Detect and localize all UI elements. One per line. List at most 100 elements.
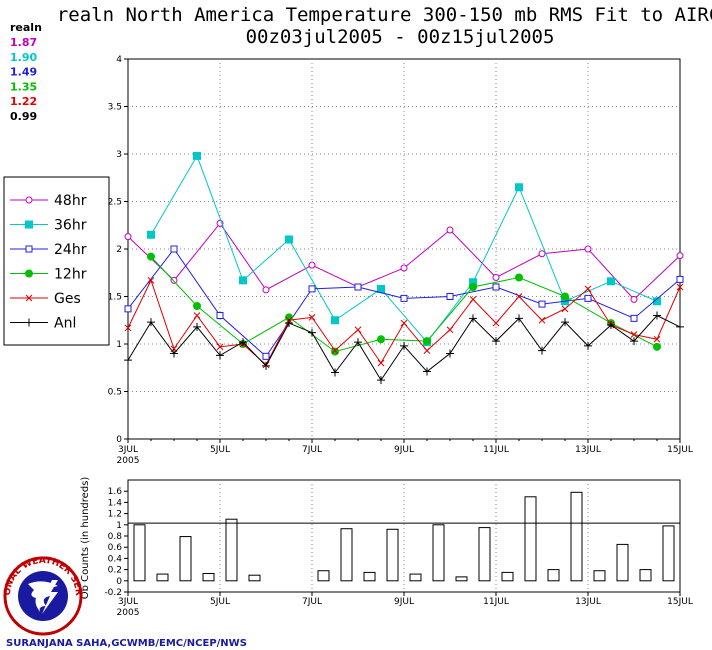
count-bar xyxy=(225,518,238,582)
bar-y-tick-label: 0.4 xyxy=(108,554,123,564)
bar-y-tick-label: -0.2 xyxy=(104,588,122,598)
point-36hr xyxy=(377,284,385,293)
point-ges xyxy=(584,285,592,293)
point-anl xyxy=(469,314,477,323)
point-ges xyxy=(676,283,684,291)
point-48hr xyxy=(584,245,592,253)
bar-y-tick-label: 1 xyxy=(116,521,122,531)
bar-y-tick-label: 0.6 xyxy=(108,543,123,553)
legend: 48hr 36hr 24hr 12hr Ges Anl xyxy=(3,176,110,346)
legend-label-48hr: 48hr xyxy=(54,193,87,209)
bar-y-tick-label: 0.2 xyxy=(108,566,122,576)
point-anl xyxy=(492,337,500,346)
count-bar xyxy=(340,528,353,582)
bar-x-tick-label: 9JUL xyxy=(394,597,414,607)
legend-marker-48hr xyxy=(25,196,33,204)
y-tick-label: 3 xyxy=(116,150,122,160)
count-bar xyxy=(570,491,583,582)
stat-anl: 0.99 xyxy=(10,110,37,123)
point-ges xyxy=(400,319,408,327)
point-24hr xyxy=(170,245,178,253)
point-anl xyxy=(653,311,661,320)
point-ges xyxy=(216,343,224,351)
bar-x-tick-label: 7JUL xyxy=(302,597,322,607)
point-48hr xyxy=(446,226,454,234)
point-48hr xyxy=(492,274,500,281)
count-bar xyxy=(593,570,606,582)
point-36hr xyxy=(239,276,247,285)
bar-x-tick-label: 3JUL xyxy=(118,597,138,607)
point-12hr xyxy=(423,337,431,346)
point-24hr xyxy=(308,285,316,293)
point-ges xyxy=(492,319,500,327)
count-bar xyxy=(363,571,376,582)
point-anl xyxy=(147,318,155,327)
point-48hr xyxy=(262,286,270,294)
count-bar xyxy=(616,543,629,582)
point-36hr xyxy=(515,183,523,192)
point-48hr xyxy=(538,250,546,258)
point-ges xyxy=(331,347,339,355)
count-bar xyxy=(386,528,399,582)
chart-title: realn North America Temperature 300-150 … xyxy=(57,4,712,26)
point-48hr xyxy=(308,261,316,269)
x-tick-label: 13JUL xyxy=(575,445,601,455)
bar-y-tick-label: 0.8 xyxy=(108,532,123,542)
point-anl xyxy=(170,349,178,358)
y-tick-label: 2.5 xyxy=(108,198,122,208)
count-bar xyxy=(524,496,537,582)
legend-label-36hr: 36hr xyxy=(54,218,87,234)
point-ges xyxy=(377,359,385,367)
series-12hr xyxy=(147,252,661,356)
y-tick-label: 1 xyxy=(116,340,122,350)
point-anl xyxy=(262,361,270,370)
count-bar xyxy=(639,569,652,582)
point-24hr xyxy=(400,294,408,302)
point-ges xyxy=(653,335,661,343)
point-anl xyxy=(584,341,592,350)
count-bar xyxy=(547,569,560,582)
point-anl xyxy=(331,368,339,377)
x-tick-label: 5JUL xyxy=(210,445,230,455)
point-ges xyxy=(423,347,431,355)
legend-label-12hr: 12hr xyxy=(54,267,87,283)
bar-y-tick-label: 1.2 xyxy=(108,510,122,520)
legend-label-24hr: 24hr xyxy=(54,242,87,258)
point-ges xyxy=(515,293,523,300)
legend-marker-12hr xyxy=(25,269,33,278)
legend-marker-36hr xyxy=(25,220,33,229)
point-12hr xyxy=(561,292,569,301)
series-36hr xyxy=(147,151,661,347)
point-anl xyxy=(423,367,431,376)
count-bar xyxy=(662,525,675,582)
point-anl xyxy=(446,349,454,358)
y-tick-label: 1.5 xyxy=(108,293,122,303)
point-24hr xyxy=(676,275,684,283)
point-36hr xyxy=(285,235,293,244)
point-48hr xyxy=(630,295,638,303)
bar-x-tick-label: 11JUL xyxy=(483,597,509,607)
bar-y-tick-label: 1.4 xyxy=(108,498,123,508)
point-12hr xyxy=(377,335,385,344)
stat-36hr: 1.90 xyxy=(10,51,37,64)
y-tick-label: 0.5 xyxy=(108,388,122,398)
point-ges xyxy=(308,314,316,321)
point-ges xyxy=(538,316,546,324)
bar-y-tick-label: 0 xyxy=(116,577,122,587)
point-ges xyxy=(469,295,477,303)
bar-x-tick-label: 5JUL xyxy=(210,597,230,607)
point-12hr xyxy=(147,252,155,261)
series-ges xyxy=(124,276,684,369)
count-bar xyxy=(432,524,445,582)
stats-header: realn xyxy=(10,21,42,34)
point-anl xyxy=(538,346,546,355)
x-tick-label: 15JUL xyxy=(667,445,693,455)
legend-marker-ges xyxy=(25,294,33,302)
point-anl xyxy=(285,319,293,328)
point-24hr xyxy=(538,300,546,308)
x-tick-year: 2005 xyxy=(117,456,140,466)
point-12hr xyxy=(331,347,339,356)
point-12hr xyxy=(193,302,201,310)
chart-subtitle: 00z03jul2005 - 00z15jul2005 xyxy=(246,26,555,48)
